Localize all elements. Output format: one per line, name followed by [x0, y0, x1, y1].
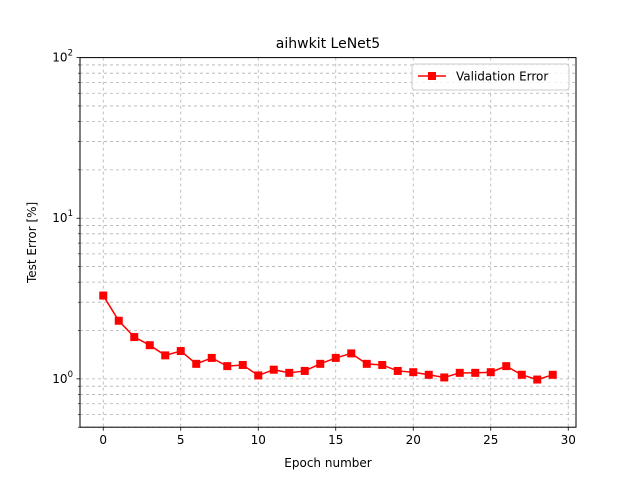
y-axis-label: Test Error [%] — [25, 202, 39, 284]
data-point — [223, 362, 232, 371]
x-axis-label: Epoch number — [284, 456, 371, 470]
data-point — [114, 316, 123, 325]
series-layer — [99, 291, 557, 384]
data-point — [486, 368, 495, 377]
x-tick-label: 15 — [328, 433, 343, 447]
x-tick-label: 25 — [483, 433, 498, 447]
data-point — [254, 371, 263, 380]
data-point — [409, 368, 418, 377]
x-tick-label: 20 — [406, 433, 421, 447]
data-point — [548, 370, 557, 379]
data-point — [440, 373, 449, 382]
data-point — [378, 360, 387, 369]
data-point — [517, 370, 526, 379]
data-point — [331, 353, 340, 362]
x-tick-label: 30 — [561, 433, 576, 447]
data-point — [99, 291, 108, 300]
grid — [80, 57, 576, 428]
data-point — [161, 351, 170, 360]
data-point — [347, 349, 356, 358]
x-tick-label: 5 — [177, 433, 185, 447]
x-tick-label: 0 — [99, 433, 107, 447]
data-point — [455, 368, 464, 377]
data-point — [192, 359, 201, 368]
data-point — [207, 353, 216, 362]
plot-frame — [79, 57, 577, 428]
data-point — [316, 359, 325, 368]
data-point — [176, 347, 185, 356]
data-point — [393, 366, 402, 375]
data-point — [424, 370, 433, 379]
data-point — [285, 368, 294, 377]
data-point — [238, 360, 247, 369]
data-point — [130, 333, 139, 342]
data-point — [533, 375, 542, 384]
data-point — [145, 341, 154, 350]
x-tick-label: 10 — [251, 433, 266, 447]
chart-title: aihwkit LeNet5 — [276, 36, 380, 52]
data-point — [269, 365, 278, 374]
legend-entry-label: Validation Error — [456, 70, 548, 84]
data-point — [471, 368, 480, 377]
data-point — [502, 362, 511, 371]
legend-box — [411, 63, 570, 91]
legend-marker — [428, 72, 436, 80]
data-point — [362, 359, 371, 368]
legend: Validation Error — [411, 63, 570, 91]
data-point — [300, 366, 309, 375]
